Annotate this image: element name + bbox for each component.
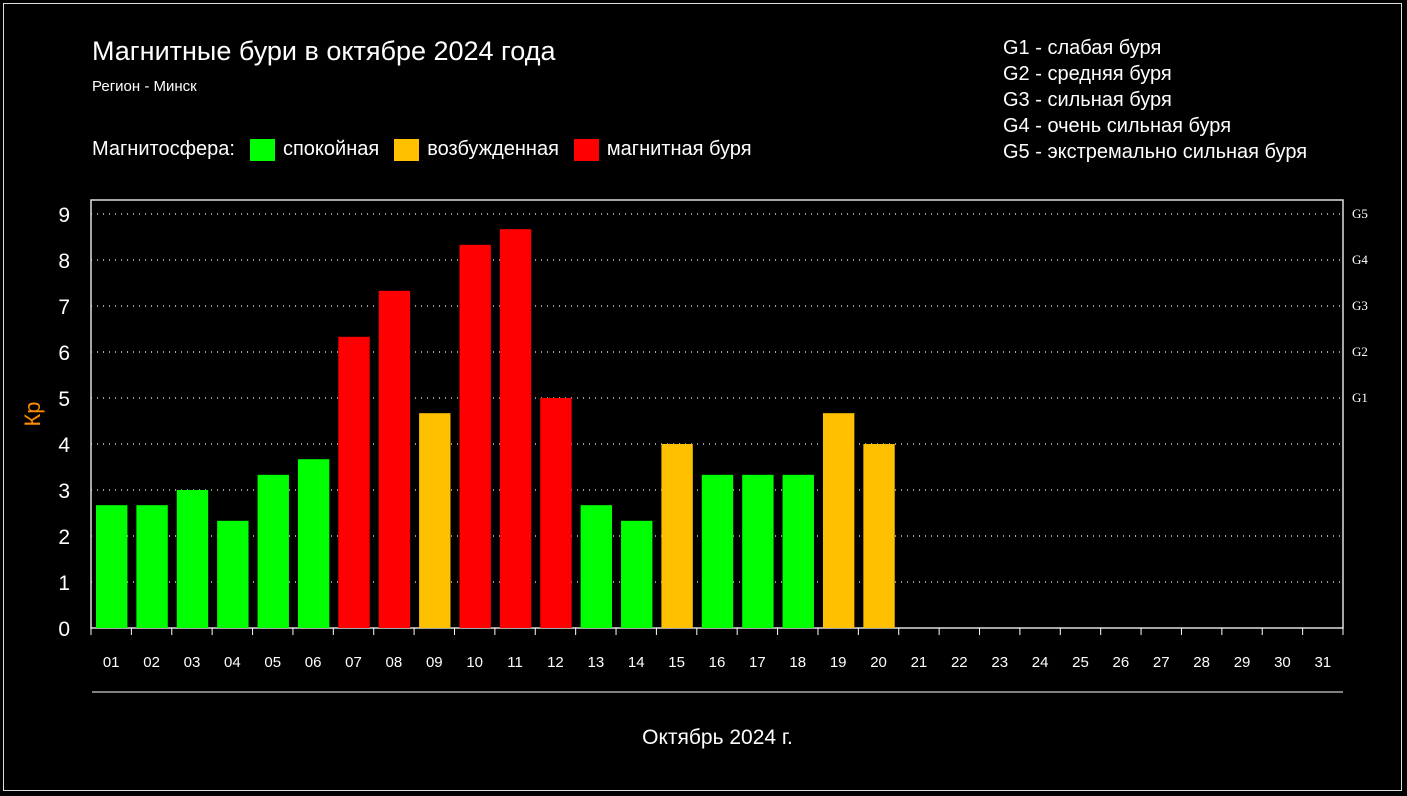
g-level-label: G1 bbox=[1352, 390, 1368, 405]
bar-day-05 bbox=[257, 474, 289, 628]
x-axis-label: Октябрь 2024 г. bbox=[642, 726, 793, 749]
g-level-label: G4 bbox=[1352, 252, 1368, 267]
legend-label: Магнитосфера: bbox=[92, 138, 235, 160]
chart-subtitle: Регион - Минск bbox=[92, 78, 197, 95]
legend-swatch-quiet bbox=[249, 138, 275, 161]
x-tick-label: 09 bbox=[426, 654, 443, 671]
bar-day-04 bbox=[217, 520, 249, 628]
x-tick-label: 16 bbox=[709, 654, 726, 671]
x-tick-label: 07 bbox=[345, 654, 362, 671]
y-tick-label: 5 bbox=[58, 388, 70, 411]
x-tick-label: 23 bbox=[991, 654, 1008, 671]
legend-swatch-active bbox=[394, 138, 420, 161]
x-tick-label: 26 bbox=[1113, 654, 1130, 671]
bar-day-20 bbox=[863, 444, 895, 628]
y-tick-label: 7 bbox=[58, 296, 70, 319]
bar-day-19 bbox=[822, 413, 855, 628]
bar-day-01 bbox=[96, 505, 128, 628]
g-legend-item: G3 - сильная буря bbox=[1003, 89, 1172, 111]
g-level-label: G3 bbox=[1352, 298, 1368, 313]
y-tick-label: 4 bbox=[58, 434, 70, 457]
x-tick-label: 04 bbox=[224, 654, 241, 671]
x-tick-label: 30 bbox=[1274, 654, 1291, 671]
bar-day-13 bbox=[580, 505, 613, 628]
g-legend-item: G2 - средняя буря bbox=[1003, 63, 1172, 85]
bar-day-02 bbox=[136, 505, 168, 628]
x-tick-label: 17 bbox=[749, 654, 766, 671]
bar-day-03 bbox=[176, 490, 209, 628]
bar-day-16 bbox=[701, 474, 734, 628]
x-tick-label: 25 bbox=[1072, 654, 1089, 671]
x-tick-label: 27 bbox=[1153, 654, 1170, 671]
bar-day-12 bbox=[540, 398, 572, 628]
y-tick-label: 8 bbox=[58, 250, 70, 273]
y-axis-label: Кр bbox=[20, 401, 45, 426]
x-tick-label: 19 bbox=[830, 654, 847, 671]
g-legend-item: G5 - экстремально сильная буря bbox=[1003, 141, 1308, 163]
x-tick-label: 24 bbox=[1032, 654, 1049, 671]
bar-day-06 bbox=[297, 459, 330, 628]
g-legend-item: G4 - очень сильная буря bbox=[1003, 115, 1232, 137]
y-tick-label: 2 bbox=[58, 526, 70, 549]
g-legend-item: G1 - слабая буря bbox=[1003, 37, 1162, 59]
x-tick-label: 03 bbox=[184, 654, 201, 671]
x-tick-label: 20 bbox=[870, 654, 887, 671]
bar-day-11 bbox=[499, 229, 532, 628]
bar-day-08 bbox=[378, 290, 411, 628]
bar-day-15 bbox=[661, 444, 693, 628]
legend-item-active: возбужденная bbox=[427, 138, 559, 160]
g-level-label: G5 bbox=[1352, 206, 1368, 221]
legend: Магнитосфера: спокойная возбужденная маг… bbox=[92, 138, 752, 161]
bar-day-18 bbox=[782, 474, 814, 628]
x-tick-label: 05 bbox=[264, 654, 281, 671]
x-tick-label: 28 bbox=[1193, 654, 1210, 671]
x-tick-label: 29 bbox=[1234, 654, 1251, 671]
chart-title: Магнитные бури в октябре 2024 года bbox=[92, 36, 556, 66]
g-scale-legend: G1 - слабая буря G2 - средняя буря G3 - … bbox=[1003, 35, 1307, 165]
g-level-label: G2 bbox=[1352, 344, 1368, 359]
bar-day-09 bbox=[419, 413, 451, 628]
x-tick-label: 13 bbox=[587, 654, 604, 671]
bar-day-07 bbox=[338, 336, 370, 628]
x-tick-label: 12 bbox=[547, 654, 564, 671]
y-tick-label: 6 bbox=[58, 342, 70, 365]
x-tick-label: 14 bbox=[628, 654, 645, 671]
x-tick-label: 08 bbox=[386, 654, 403, 671]
bar-day-10 bbox=[459, 244, 491, 628]
bar-day-17 bbox=[742, 474, 774, 628]
legend-swatch-storm bbox=[573, 138, 599, 161]
x-tick-label: 18 bbox=[789, 654, 806, 671]
y-tick-label: 1 bbox=[58, 572, 70, 595]
x-tick-label: 11 bbox=[507, 654, 523, 671]
legend-item-storm: магнитная буря bbox=[606, 138, 752, 160]
legend-item-quiet: спокойная bbox=[282, 138, 380, 160]
y-tick-label: 9 bbox=[58, 204, 70, 227]
x-tick-label: 06 bbox=[305, 654, 322, 671]
x-tick-label: 21 bbox=[911, 654, 928, 671]
y-tick-label: 0 bbox=[58, 618, 70, 641]
x-tick-label: 22 bbox=[951, 654, 968, 671]
x-tick-label: 02 bbox=[143, 654, 160, 671]
x-tick-label: 10 bbox=[466, 654, 483, 671]
y-tick-label: 3 bbox=[58, 480, 70, 503]
x-tick-label: 01 bbox=[103, 654, 120, 671]
x-tick-label: 31 bbox=[1314, 654, 1331, 671]
x-tick-label: 15 bbox=[668, 654, 685, 671]
chart-frame bbox=[3, 3, 1402, 791]
bar-day-14 bbox=[621, 520, 653, 628]
